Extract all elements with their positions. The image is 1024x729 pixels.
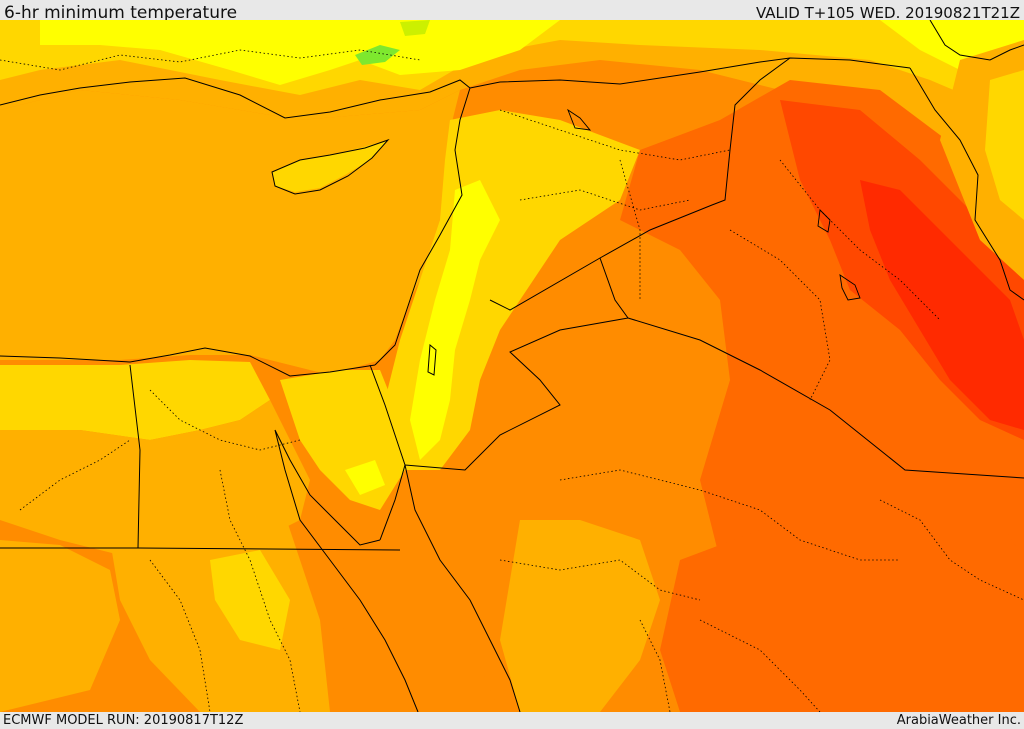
field-cyprus xyxy=(272,140,388,192)
field-libya xyxy=(0,540,120,712)
field-green-patch-2 xyxy=(400,20,430,36)
field-green-patch xyxy=(355,45,400,65)
field-turkey-yellow xyxy=(40,20,560,85)
field-mediterranean xyxy=(0,90,460,375)
field-saudi-amber xyxy=(500,520,660,712)
temperature-map xyxy=(0,20,1024,712)
field-egypt-north xyxy=(0,360,270,440)
map-title: 6-hr minimum temperature xyxy=(4,3,238,23)
valid-time: VALID T+105 WED. 20190821T21Z xyxy=(755,4,1020,22)
field-sinai-yellow xyxy=(345,460,385,495)
province-borders xyxy=(0,49,1024,712)
field-egypt-west-gold xyxy=(210,550,290,650)
footer-bar: ECMWF MODEL RUN: 20190817T12Z ArabiaWeat… xyxy=(0,712,1024,729)
map-canvas xyxy=(0,20,1024,712)
field-iran-gold xyxy=(985,70,1024,220)
model-run: ECMWF MODEL RUN: 20190817T12Z xyxy=(3,713,244,728)
country-borders xyxy=(0,20,1024,712)
field-red-sea xyxy=(330,530,500,712)
field-saudi-south xyxy=(660,520,1024,712)
credit: ArabiaWeather Inc. xyxy=(896,713,1021,728)
field-levant-yellow xyxy=(410,180,500,460)
header-bar: 6-hr minimum temperature VALID T+105 WED… xyxy=(0,0,1024,23)
field-gulf-red xyxy=(860,180,1024,430)
lakes xyxy=(567,108,861,301)
